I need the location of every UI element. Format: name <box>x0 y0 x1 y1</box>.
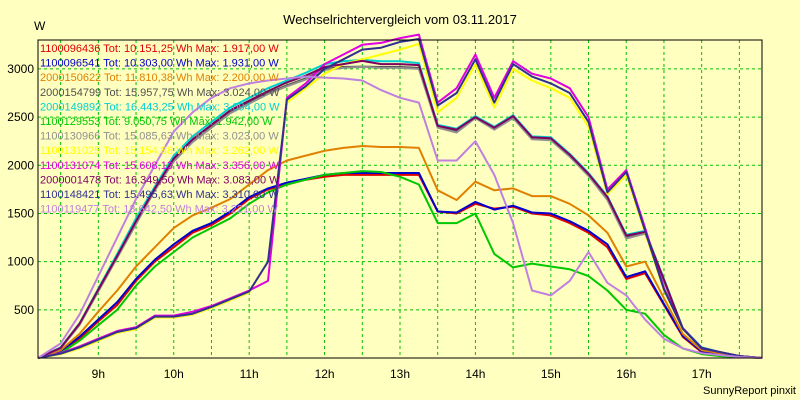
y-tick-label: 2500 <box>7 110 34 124</box>
x-tick-label: 16h <box>616 367 636 381</box>
legend-entry-1100131025: 1100131025 Tot: 15.154,88 Wh Max: 3.262,… <box>40 145 279 157</box>
x-tick-label: 11h <box>240 367 259 381</box>
legend-entry-1100131074: 1100131074 Tot: 15.608,13 Wh Max: 3.356,… <box>40 160 279 172</box>
y-tick-label: 2000 <box>7 158 34 172</box>
series-line-1100119477 <box>37 75 763 359</box>
legend-entry-1100148421: 1100148421 Tot: 15.495,63 Wh Max: 3.310,… <box>40 189 279 201</box>
grid-layer <box>38 40 762 358</box>
footer-credit: SunnyReport pinxit <box>703 385 796 397</box>
y-tick-label: 500 <box>14 303 34 317</box>
series-line-2000150622 <box>37 145 763 359</box>
y-axis-label: W <box>34 19 46 33</box>
legend-entry-1100119477: 1100119477 Tot: 13.642,50 Wh Max: 3.221,… <box>40 204 279 216</box>
legend-entry-1100129553: 1100129553 Tot: 9.050,75 Wh Max: 1.942,0… <box>40 116 273 128</box>
x-tick-label: 15h <box>541 367 561 381</box>
x-tick-label: 12h <box>315 367 335 381</box>
legend-entry-2000149892: 2000149892 Tot: 16.443,25 Wh Max: 3.094,… <box>40 101 280 113</box>
x-tick-label: 10h <box>164 367 184 381</box>
legend-entry-1100096541: 1100096541 Tot: 10.303,00 Wh Max: 1.931,… <box>40 58 279 70</box>
plot-frame <box>37 39 763 359</box>
x-tick-label: 13h <box>390 367 410 381</box>
series-line-1100130966 <box>37 65 763 359</box>
legend: 1100096436 Tot: 10.151,25 Wh Max: 1.917,… <box>40 43 280 216</box>
y-tick-label: 1500 <box>7 206 34 220</box>
legend-entry-1100130966: 1100130966 Tot: 15.085,63 Wh Max: 3.023,… <box>40 131 279 143</box>
legend-entry-2000150622: 2000150622 Tot: 11.810,38 Wh Max: 2.200,… <box>40 72 279 84</box>
x-tick-label: 9h <box>92 367 105 381</box>
series-line-1100096436 <box>37 173 763 359</box>
legend-entry-1100096436: 1100096436 Tot: 10.151,25 Wh Max: 1.917,… <box>40 43 279 55</box>
axis-layer: 9h 10h 11h 12h 13h 14h 15h 16h 17h 500 1000 1500 200… <box>7 39 763 381</box>
x-tick-label: 14h <box>465 367 485 381</box>
chart-title: Wechselrichtervergleich vom 03.11.2017 <box>283 12 517 27</box>
x-tick-label: 17h <box>692 367 712 381</box>
series-line-1100096541 <box>37 172 763 359</box>
series-line-1100148421 <box>37 38 763 359</box>
y-tick-label: 1000 <box>7 255 34 269</box>
series-layer <box>37 33 763 359</box>
legend-entry-2000154799: 2000154799 Tot: 15.957,75 Wh Max: 3.024,… <box>40 87 280 99</box>
y-tick-label: 3000 <box>7 62 34 76</box>
series-line-2000001478 <box>37 59 763 359</box>
legend-entry-2000001478: 2000001478 Tot: 16.349,50 Wh Max: 3.083,… <box>40 174 280 186</box>
